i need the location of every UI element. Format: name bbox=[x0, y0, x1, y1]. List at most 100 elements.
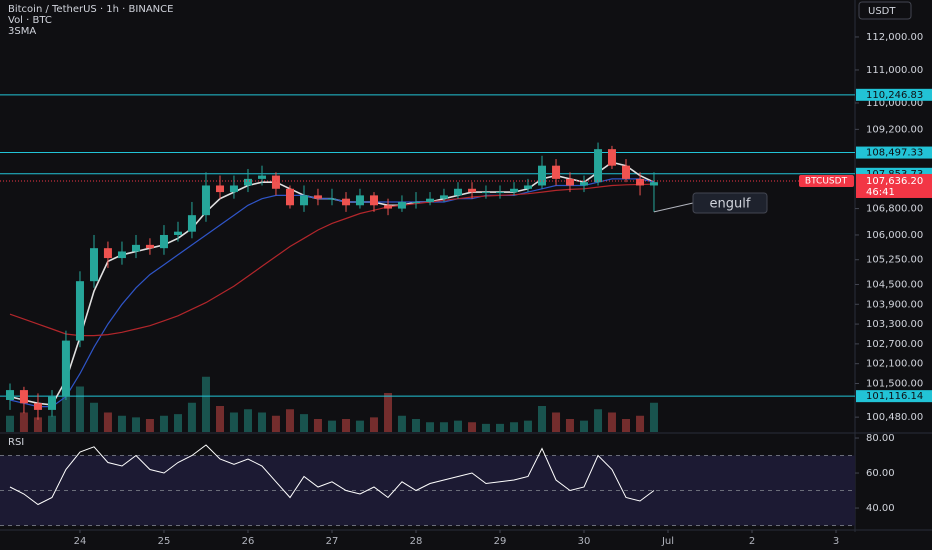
currency-button-label[interactable]: USDT bbox=[868, 6, 896, 17]
candle-body bbox=[313, 195, 322, 199]
candle-body bbox=[258, 175, 267, 179]
rsi-line bbox=[9, 444, 655, 506]
y-tick-label: 103,300.00 bbox=[866, 319, 923, 330]
volume-bar bbox=[342, 419, 351, 432]
volume-bar bbox=[187, 402, 196, 432]
x-tick-label: 29 bbox=[494, 536, 507, 547]
volume-bar bbox=[327, 420, 336, 432]
volume-bar bbox=[5, 415, 14, 432]
y-tick-label: 100,480.00 bbox=[866, 412, 923, 423]
current-price-label: 107,636.20 bbox=[866, 176, 923, 187]
candle-body bbox=[552, 165, 561, 179]
y-tick-label: 101,500.00 bbox=[866, 378, 923, 389]
candle-body bbox=[439, 195, 448, 199]
volume-label: Vol · BTC bbox=[8, 15, 52, 26]
x-tick-label: 27 bbox=[326, 536, 339, 547]
chart-title: Bitcoin / TetherUS · 1h · BINANCE bbox=[8, 4, 173, 15]
level-label: 110,246.83 bbox=[866, 90, 923, 101]
candle-body bbox=[174, 231, 183, 235]
y-tick-label: 106,800.00 bbox=[866, 204, 923, 215]
volume-bar bbox=[258, 412, 267, 432]
candle-body bbox=[411, 201, 420, 203]
volume-bar bbox=[649, 402, 658, 432]
candle-body bbox=[61, 340, 70, 397]
y-tick-label: 110,000.00 bbox=[866, 98, 923, 109]
moving-average bbox=[9, 183, 655, 337]
volume-bar bbox=[523, 420, 532, 432]
candle-body bbox=[132, 244, 141, 252]
volume-bar bbox=[580, 420, 589, 432]
candle-body bbox=[342, 198, 351, 206]
y-tick-label: 102,700.00 bbox=[866, 339, 923, 350]
candle-body bbox=[565, 178, 574, 186]
candle-body bbox=[229, 185, 238, 193]
volume-bar bbox=[565, 419, 574, 432]
candle-body bbox=[622, 165, 631, 179]
volume-bar bbox=[397, 415, 406, 432]
current-price-box bbox=[856, 173, 932, 198]
candle-body bbox=[243, 178, 252, 186]
candle-body bbox=[159, 234, 168, 249]
y-tick-label: 60.00 bbox=[866, 468, 895, 479]
volume-bar bbox=[468, 422, 477, 432]
candle-body bbox=[397, 201, 406, 209]
currency-button[interactable] bbox=[858, 1, 912, 20]
candle-body bbox=[369, 195, 378, 206]
symbol-tag bbox=[799, 174, 854, 187]
y-tick-label: 109,200.00 bbox=[866, 124, 923, 135]
volume-bar bbox=[426, 422, 435, 432]
candle-body bbox=[607, 149, 616, 166]
level-label-box bbox=[856, 146, 932, 159]
x-tick-label: 28 bbox=[410, 536, 423, 547]
volume-bar bbox=[313, 419, 322, 432]
candle-body bbox=[117, 251, 126, 259]
volume-bar bbox=[243, 409, 252, 432]
candle-body bbox=[5, 390, 14, 400]
candle-body bbox=[594, 149, 603, 183]
indicator-label: 3SMA bbox=[8, 26, 36, 37]
candle-body bbox=[103, 248, 112, 259]
volume-bar bbox=[453, 420, 462, 432]
volume-bar bbox=[132, 417, 141, 432]
volume-bar bbox=[300, 414, 309, 432]
candle-body bbox=[145, 244, 154, 249]
annotation-pointer bbox=[653, 202, 694, 213]
volume-bar bbox=[216, 406, 225, 432]
annotation-box bbox=[692, 192, 768, 214]
level-label-box bbox=[856, 88, 932, 101]
volume-bar bbox=[552, 412, 561, 432]
candle-body bbox=[384, 205, 393, 209]
volume-bar bbox=[103, 412, 112, 432]
symbol-tag-label: BTCUSDT bbox=[805, 176, 848, 186]
y-tick-label: 80.00 bbox=[866, 433, 895, 444]
x-tick-label: 3 bbox=[833, 536, 839, 547]
volume-bar bbox=[90, 402, 99, 432]
volume-bar bbox=[145, 419, 154, 432]
candle-body bbox=[90, 248, 99, 282]
volume-bar bbox=[594, 409, 603, 432]
volume-bar bbox=[636, 415, 645, 432]
volume-bar bbox=[201, 376, 210, 432]
candle-body bbox=[481, 192, 490, 194]
y-tick-label: 106,000.00 bbox=[866, 230, 923, 241]
candle-body bbox=[523, 185, 532, 189]
volume-bar bbox=[355, 420, 364, 432]
volume-bar bbox=[369, 417, 378, 432]
volume-bar bbox=[174, 414, 183, 432]
candle-body bbox=[580, 182, 589, 186]
x-tick-label: 30 bbox=[578, 536, 591, 547]
candle-body bbox=[327, 198, 336, 200]
level-label-box bbox=[856, 390, 932, 403]
candle-body bbox=[426, 198, 435, 202]
candle-body bbox=[285, 188, 294, 206]
y-tick-label: 40.00 bbox=[866, 503, 895, 514]
x-tick-label: 24 bbox=[74, 536, 87, 547]
volume-bar bbox=[411, 419, 420, 432]
candle-body bbox=[75, 281, 84, 341]
candle-body bbox=[300, 195, 309, 206]
annotation-text: engulf bbox=[710, 197, 751, 212]
y-tick-label: 102,100.00 bbox=[866, 359, 923, 370]
candle-body bbox=[355, 195, 364, 206]
candle-body bbox=[187, 215, 196, 232]
volume-bar bbox=[537, 406, 546, 432]
